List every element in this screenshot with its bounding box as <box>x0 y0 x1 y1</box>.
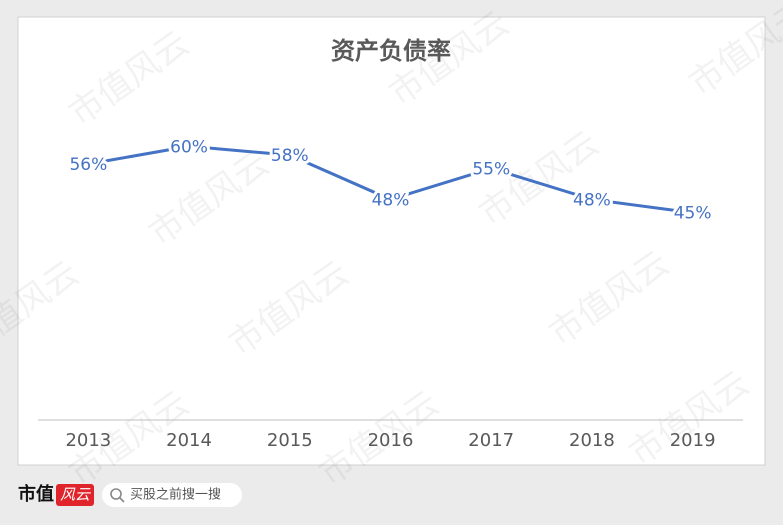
x-tick-label: 2017 <box>468 430 514 451</box>
data-label: 45% <box>674 204 712 224</box>
logo-text: 市值 <box>18 483 54 505</box>
data-label: 55% <box>472 159 510 179</box>
chart-title: 资产负债率 <box>331 37 451 65</box>
x-tick-label: 2015 <box>267 430 313 451</box>
data-label: 48% <box>372 190 410 210</box>
search-box[interactable] <box>102 483 242 507</box>
chart-area <box>17 16 766 466</box>
search-placeholder: 买股之前搜一搜 <box>130 487 221 503</box>
logo-box <box>56 484 94 506</box>
x-tick-label: 2018 <box>569 430 615 451</box>
logo-text: 风云 <box>60 486 91 504</box>
plot: 56% 60% 58% 48% 55% 48% 45% <box>66 134 714 226</box>
data-line <box>88 144 693 215</box>
search-icon <box>119 497 125 503</box>
data-label: 48% <box>573 190 611 210</box>
search-icon <box>110 488 122 500</box>
data-label: 60% <box>170 137 208 157</box>
x-tick-label: 2019 <box>670 430 716 451</box>
x-tick-label: 2016 <box>368 430 414 451</box>
data-label: 58% <box>271 146 309 166</box>
x-tick-label: 2013 <box>65 430 111 451</box>
x-tick-label: 2014 <box>166 430 212 451</box>
data-label: 56% <box>69 155 107 175</box>
